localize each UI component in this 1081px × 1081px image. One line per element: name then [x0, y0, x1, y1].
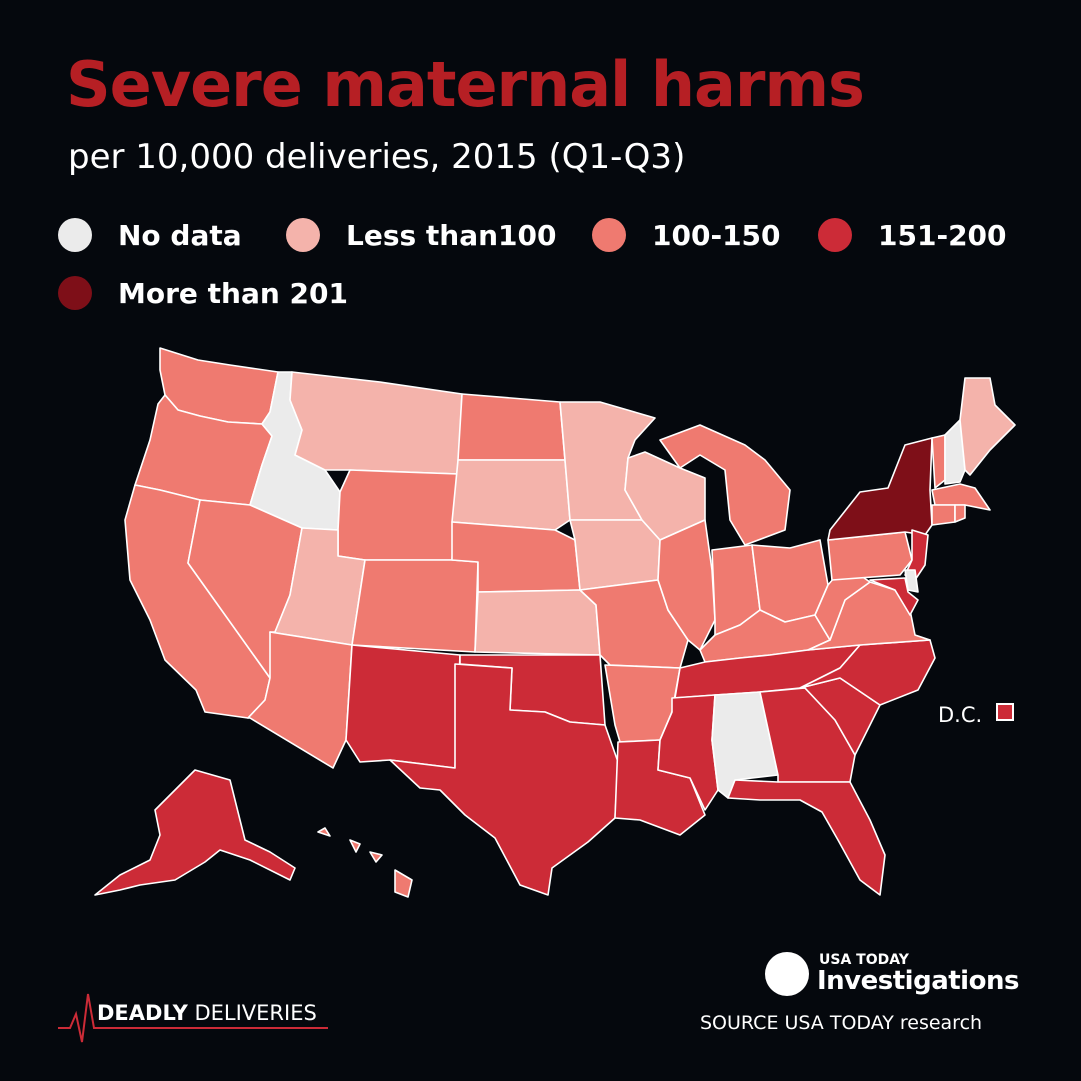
state-md[interactable]: [869, 577, 919, 616]
legend-label-less-than-100: Less than100: [346, 218, 557, 252]
state-co[interactable]: [351, 559, 479, 653]
state-sd[interactable]: [451, 459, 571, 531]
legend-label-more-than-201: More than 201: [118, 276, 348, 310]
legend-label-no-data: No data: [118, 218, 242, 252]
state-wv[interactable]: [814, 564, 871, 641]
state-ia[interactable]: [569, 519, 661, 591]
state-ks[interactable]: [474, 589, 601, 656]
state-nd[interactable]: [457, 393, 566, 461]
state-vt[interactable]: [931, 434, 946, 489]
legend-swatch-no-data: [58, 218, 92, 252]
legend-swatch-151-200: [818, 218, 852, 252]
legend-label-100-150: 100-150: [652, 218, 781, 252]
dc-swatch[interactable]: [996, 703, 1014, 721]
legend-swatch-less-than-100: [286, 218, 320, 252]
state-ri[interactable]: [954, 504, 966, 523]
map-subtitle: per 10,000 deliveries, 2015 (Q1-Q3): [68, 137, 686, 177]
heartbeat-logo-icon: [58, 993, 328, 1043]
legend-item-less-than-100: Less than100: [286, 218, 557, 252]
legend-item-100-150: 100-150: [592, 218, 781, 252]
state-ak[interactable]: [94, 769, 296, 896]
brand-main: Investigations: [817, 966, 1019, 996]
map-title: Severe maternal harms: [66, 48, 865, 121]
series-name: DEADLY DELIVERIES: [97, 1001, 317, 1025]
series-name-strong: DEADLY: [97, 1001, 188, 1025]
state-ct[interactable]: [931, 504, 956, 526]
state-de[interactable]: [904, 569, 919, 593]
state-mi[interactable]: [659, 424, 791, 546]
state-wy[interactable]: [337, 469, 459, 561]
state-ny[interactable]: [827, 437, 933, 541]
legend-swatch-more-than-201: [58, 276, 92, 310]
legend-swatch-100-150: [592, 218, 626, 252]
dc-label: D.C.: [938, 703, 983, 727]
usa-today-logo: [765, 952, 809, 996]
state-me[interactable]: [959, 377, 1016, 476]
state-nc[interactable]: [799, 639, 936, 706]
legend-item-151-200: 151-200: [818, 218, 1007, 252]
legend-item-no-data: No data: [58, 218, 242, 252]
state-nh[interactable]: [944, 419, 966, 485]
state-tx[interactable]: [389, 663, 619, 896]
state-nm[interactable]: [345, 644, 461, 769]
source-note: SOURCE USA TODAY research: [700, 1012, 983, 1034]
legend-label-151-200: 151-200: [878, 218, 1007, 252]
state-hi[interactable]: [317, 827, 413, 898]
legend-item-more-than-201: More than 201: [58, 276, 348, 310]
state-mt[interactable]: [289, 371, 463, 475]
series-name-rest: DELIVERIES: [194, 1001, 317, 1025]
brand-top: USA TODAY: [819, 952, 909, 968]
state-fl[interactable]: [727, 779, 886, 896]
